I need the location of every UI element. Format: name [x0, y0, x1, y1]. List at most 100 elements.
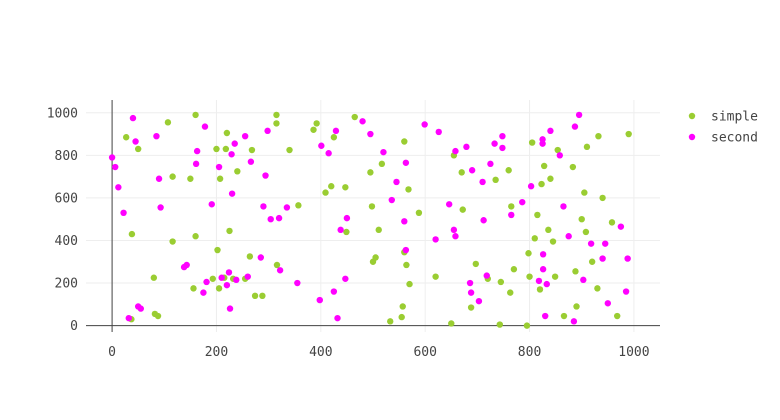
data-point[interactable] [122, 134, 130, 141]
data-point[interactable] [190, 285, 197, 292]
data-point[interactable] [519, 198, 526, 206]
data-point[interactable] [241, 132, 249, 140]
data-point[interactable] [452, 147, 459, 155]
data-point[interactable] [334, 314, 341, 322]
data-point[interactable] [193, 147, 201, 155]
data-point[interactable] [614, 312, 621, 320]
data-point[interactable] [599, 194, 606, 202]
data-point[interactable] [545, 226, 552, 234]
data-point[interactable] [295, 202, 302, 209]
data-point[interactable] [223, 129, 231, 137]
data-point[interactable] [388, 196, 395, 204]
data-point[interactable] [528, 139, 536, 146]
data-point[interactable] [588, 258, 596, 265]
data-point[interactable] [525, 250, 532, 257]
data-point[interactable] [137, 305, 144, 312]
data-point[interactable] [594, 285, 601, 292]
data-point[interactable] [330, 288, 338, 295]
legend-item-simple[interactable]: simple [688, 110, 758, 125]
data-point[interactable] [330, 134, 338, 141]
data-point[interactable] [273, 111, 280, 119]
data-point[interactable] [192, 111, 199, 119]
data-point[interactable] [539, 266, 547, 273]
data-point[interactable] [475, 297, 483, 305]
data-point[interactable] [216, 175, 224, 182]
data-point[interactable] [551, 273, 559, 280]
data-point[interactable] [580, 276, 587, 284]
data-point[interactable] [554, 146, 561, 154]
data-point[interactable] [483, 272, 490, 279]
data-point[interactable] [222, 145, 230, 153]
data-point[interactable] [435, 128, 442, 136]
data-point[interactable] [406, 280, 413, 288]
data-point[interactable] [560, 203, 567, 210]
data-point[interactable] [378, 160, 386, 168]
data-point[interactable] [459, 206, 466, 213]
data-point[interactable] [448, 320, 455, 327]
data-point[interactable] [337, 226, 344, 234]
data-point[interactable] [286, 146, 293, 154]
data-point[interactable] [445, 201, 453, 208]
data-point[interactable] [527, 183, 535, 190]
data-point[interactable] [209, 275, 217, 282]
data-point[interactable] [375, 226, 382, 234]
data-points[interactable] [108, 111, 632, 329]
data-point[interactable] [479, 178, 486, 186]
data-point[interactable] [187, 175, 194, 182]
data-point[interactable] [452, 233, 459, 240]
data-point[interactable] [157, 204, 164, 211]
data-point[interactable] [625, 130, 632, 138]
data-point[interactable] [487, 160, 494, 168]
data-point[interactable] [372, 254, 379, 261]
data-point[interactable] [215, 163, 223, 171]
data-point[interactable] [169, 238, 176, 245]
data-point[interactable] [153, 132, 160, 140]
data-point[interactable] [223, 281, 231, 289]
data-point[interactable] [421, 121, 428, 128]
data-point[interactable] [248, 146, 256, 154]
data-point[interactable] [565, 233, 572, 240]
data-point[interactable] [543, 280, 550, 288]
data-point[interactable] [275, 214, 283, 222]
data-point[interactable] [244, 273, 251, 280]
data-point[interactable] [547, 127, 554, 135]
data-point[interactable] [402, 246, 410, 254]
data-point[interactable] [538, 180, 545, 188]
data-point[interactable] [492, 176, 499, 184]
data-point[interactable] [155, 175, 163, 182]
data-point[interactable] [472, 260, 479, 268]
data-point[interactable] [259, 292, 266, 300]
data-point[interactable] [342, 275, 349, 282]
series-simple[interactable] [122, 111, 632, 329]
data-point[interactable] [405, 186, 412, 193]
data-point[interactable] [570, 318, 578, 325]
data-point[interactable] [310, 126, 317, 133]
data-point[interactable] [624, 255, 631, 262]
data-point[interactable] [415, 209, 423, 217]
data-point[interactable] [622, 288, 630, 295]
data-point[interactable] [571, 123, 579, 130]
data-point[interactable] [398, 313, 405, 321]
data-point[interactable] [129, 114, 137, 122]
data-point[interactable] [351, 113, 358, 121]
data-point[interactable] [549, 238, 557, 245]
data-point[interactable] [508, 211, 515, 219]
data-point[interactable] [380, 148, 387, 156]
data-point[interactable] [608, 219, 616, 226]
data-point[interactable] [393, 178, 400, 186]
data-point[interactable] [183, 261, 190, 269]
data-point[interactable] [560, 312, 568, 320]
data-point[interactable] [595, 132, 602, 140]
data-point[interactable] [617, 223, 625, 230]
data-point[interactable] [491, 140, 498, 147]
data-point[interactable] [262, 172, 269, 179]
data-point[interactable] [192, 233, 199, 240]
data-point[interactable] [573, 303, 580, 310]
data-point[interactable] [468, 167, 476, 174]
data-point[interactable] [342, 184, 349, 191]
data-point[interactable] [343, 228, 350, 236]
data-point[interactable] [115, 184, 122, 191]
data-point[interactable] [604, 300, 612, 307]
data-point[interactable] [508, 203, 515, 210]
data-point[interactable] [150, 274, 158, 281]
